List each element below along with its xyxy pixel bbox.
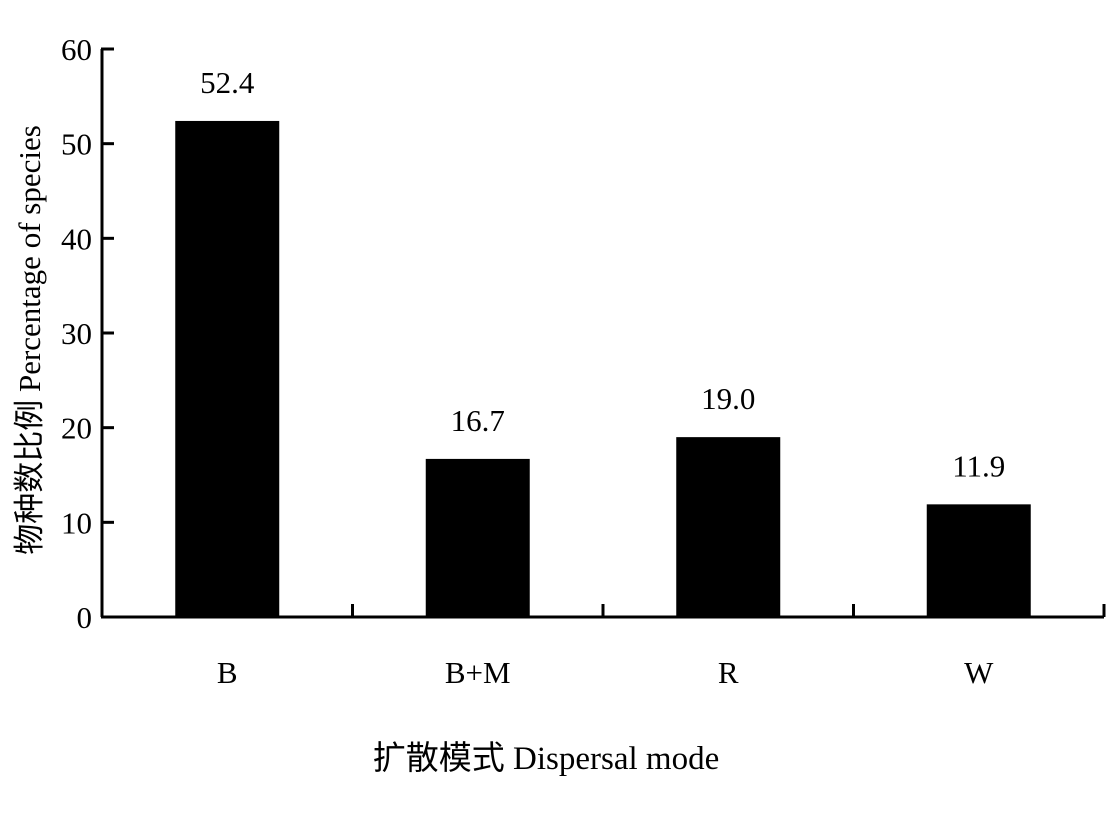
x-tick-label: B [217,655,238,690]
y-tick-label: 50 [61,127,92,162]
bar-r [676,437,781,617]
bar-value-label: 11.9 [952,448,1005,483]
y-tick-label: 60 [61,32,92,67]
x-ticks-group: B B+M R W [217,604,1106,690]
y-tick-label: 10 [61,505,92,540]
bar-value-label: 19.0 [701,381,755,416]
bar-value-label: 52.4 [200,65,255,100]
x-tick-label: W [964,655,994,690]
y-tick-label: 30 [61,316,92,351]
bar-b-m [425,458,530,617]
y-tick-label: 0 [77,600,93,635]
value-labels-group: 52.4 16.7 19.0 11.9 [200,65,1005,483]
y-ticks-group: 0 10 20 30 40 50 60 [61,32,114,635]
bar-w [926,504,1031,617]
y-axis-title: 物种数比例 Percentage of species [12,125,47,555]
y-tick-label: 40 [61,221,92,256]
x-tick-label: R [718,655,739,690]
bar-value-label: 16.7 [451,403,505,438]
bar-b [175,120,280,618]
x-tick-label: B+M [445,655,511,690]
y-tick-label: 20 [61,411,92,446]
bars-group [175,120,1031,618]
x-axis-title: 扩散模式 Dispersal mode [373,740,719,777]
